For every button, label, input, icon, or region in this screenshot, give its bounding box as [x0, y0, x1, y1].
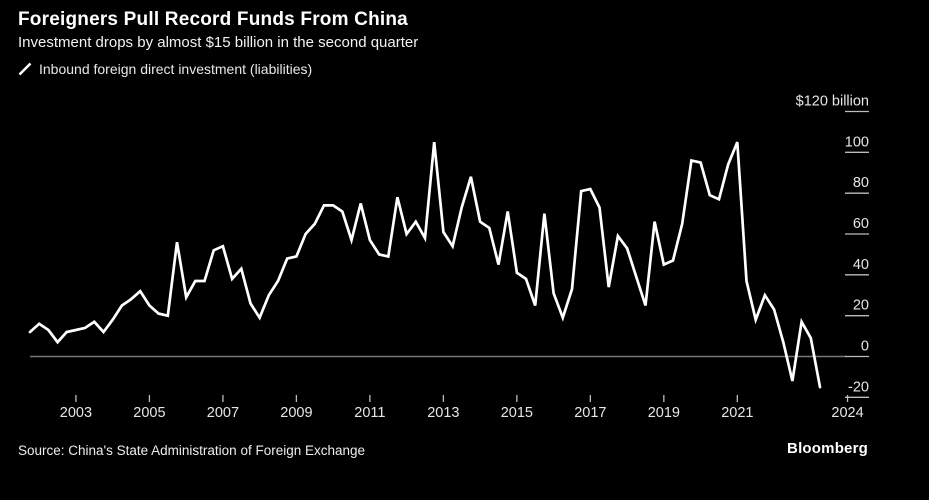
y-axis-tick-label: 0	[861, 339, 869, 355]
line-slash-icon	[18, 62, 32, 76]
x-axis-tick-label: 2021	[721, 405, 753, 421]
y-axis-tick-label: 100	[845, 134, 869, 150]
x-axis-tick-label: 2011	[354, 405, 385, 421]
x-axis-tick-label: 2007	[207, 405, 239, 421]
legend: Inbound foreign direct investment (liabi…	[18, 61, 312, 77]
fdi-line-series	[28, 141, 822, 389]
y-axis-tick-label: -20	[848, 379, 869, 395]
chart-title: Foreigners Pull Record Funds From China	[18, 9, 408, 30]
x-axis-tick-label: 2019	[648, 405, 680, 421]
y-axis-tick-label: 40	[853, 257, 869, 273]
source-note: Source: China's State Administration of …	[18, 443, 366, 458]
x-axis-tick-label: 2015	[501, 405, 533, 421]
x-axis-tick-label: 2024	[831, 405, 863, 421]
chart-subtitle: Investment drops by almost $15 billion i…	[18, 34, 419, 51]
y-axis-tick-label: 20	[853, 298, 869, 314]
x-axis-tick-label: 2013	[427, 405, 459, 421]
y-axis-tick-label: 80	[853, 175, 869, 191]
legend-label: Inbound foreign direct investment (liabi…	[39, 61, 313, 77]
bloomberg-logo: Bloomberg	[787, 440, 868, 457]
x-axis-tick-label: 2005	[133, 405, 165, 421]
y-axis-tick-label: $120 billion	[796, 93, 869, 109]
x-axis-tick-label: 2017	[574, 405, 606, 421]
x-axis-tick-label: 2003	[60, 405, 92, 421]
y-axis-tick-label: 60	[853, 216, 869, 232]
x-axis-tick-label: 2009	[280, 405, 312, 421]
